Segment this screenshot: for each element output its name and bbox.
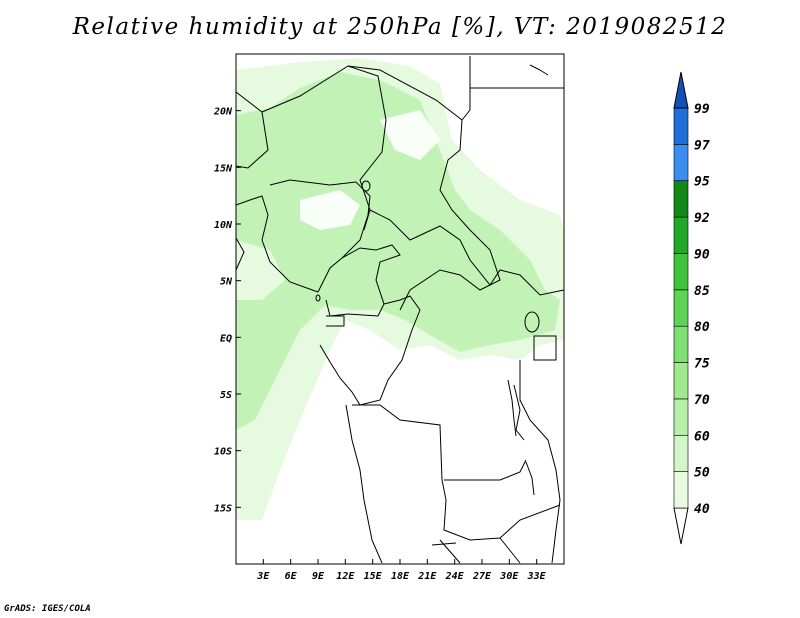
lon-tick-label: 24E bbox=[445, 571, 465, 582]
humidity-gap bbox=[380, 110, 440, 160]
legend-label: 85 bbox=[694, 284, 710, 299]
legend-swatch bbox=[673, 253, 689, 291]
humidity-shading bbox=[236, 58, 564, 520]
lon-tick-label: 21E bbox=[417, 571, 437, 582]
lon-tick-label: 3E bbox=[256, 571, 270, 582]
lon-tick-label: 12E bbox=[336, 571, 355, 582]
lat-tick-label: EQ bbox=[220, 333, 232, 344]
lat-tick-label: 20N bbox=[213, 107, 233, 118]
lon-tick-label: 6E bbox=[285, 571, 298, 582]
legend-label: 40 bbox=[694, 502, 710, 517]
legend-label: 80 bbox=[694, 320, 710, 335]
legend-label: 60 bbox=[694, 429, 710, 444]
lon-tick-label: 9E bbox=[312, 571, 325, 582]
legend-label: 99 bbox=[694, 102, 710, 117]
lon-tick-label: 27E bbox=[472, 571, 492, 582]
legend-label: 92 bbox=[694, 211, 710, 226]
lakes bbox=[315, 180, 540, 496]
map-area: 3E 6E 9E 12E 15E 18E 21E 24E 27E 30E 33E 20N 15N 10N… bbox=[213, 53, 565, 582]
lat-tick-label: 15N bbox=[214, 163, 233, 174]
legend-swatch bbox=[673, 107, 689, 145]
humidity-gap bbox=[236, 240, 285, 300]
legend-label: 50 bbox=[694, 466, 710, 481]
lat-tick-label: 5S bbox=[220, 390, 232, 401]
legend-swatch bbox=[673, 398, 689, 436]
lat-tick-label: 10S bbox=[214, 447, 232, 458]
lon-tick-label: 15E bbox=[364, 571, 383, 582]
legend-label: 97 bbox=[694, 138, 710, 153]
legend-swatch bbox=[673, 471, 689, 509]
lon-tick-label: 33E bbox=[527, 571, 547, 582]
legend-swatch bbox=[673, 325, 689, 363]
humidity-gap bbox=[300, 190, 360, 230]
longitude-axis: 3E 6E 9E 12E 15E 18E 21E 24E 27E 30E 33E bbox=[256, 559, 547, 582]
legend-label: 70 bbox=[694, 393, 710, 408]
color-bar-legend: 40 50 60 70 75 80 85 90 92 95 97 99 bbox=[673, 71, 710, 545]
country-borders bbox=[235, 56, 565, 564]
latitude-axis: 20N 15N 10N 5N EQ 5S 10S 15S bbox=[213, 107, 241, 514]
legend-label: 75 bbox=[694, 357, 710, 372]
legend-swatch bbox=[673, 216, 689, 254]
lon-tick-label: 30E bbox=[499, 571, 519, 582]
legend-label: 90 bbox=[694, 247, 710, 262]
lat-tick-label: 10N bbox=[214, 220, 233, 231]
lon-tick-label: 18E bbox=[391, 571, 410, 582]
legend-swatch bbox=[673, 434, 689, 472]
legend-swatch bbox=[673, 144, 689, 182]
legend-swatch bbox=[673, 362, 689, 400]
legend-arrow-bottom bbox=[673, 507, 689, 545]
legend-arrow-top bbox=[673, 71, 689, 109]
lat-tick-label: 5N bbox=[220, 277, 233, 288]
legend-swatch bbox=[673, 289, 689, 327]
legend-label: 95 bbox=[694, 175, 710, 190]
humidity-region-mid bbox=[236, 72, 560, 430]
legend-swatch bbox=[673, 180, 689, 218]
lat-tick-label: 15S bbox=[214, 503, 232, 514]
chart-title: Relative humidity at 250hPa [%], VT: 201… bbox=[72, 14, 728, 40]
credit-text: GrADS: IGES/COLA bbox=[4, 604, 91, 614]
